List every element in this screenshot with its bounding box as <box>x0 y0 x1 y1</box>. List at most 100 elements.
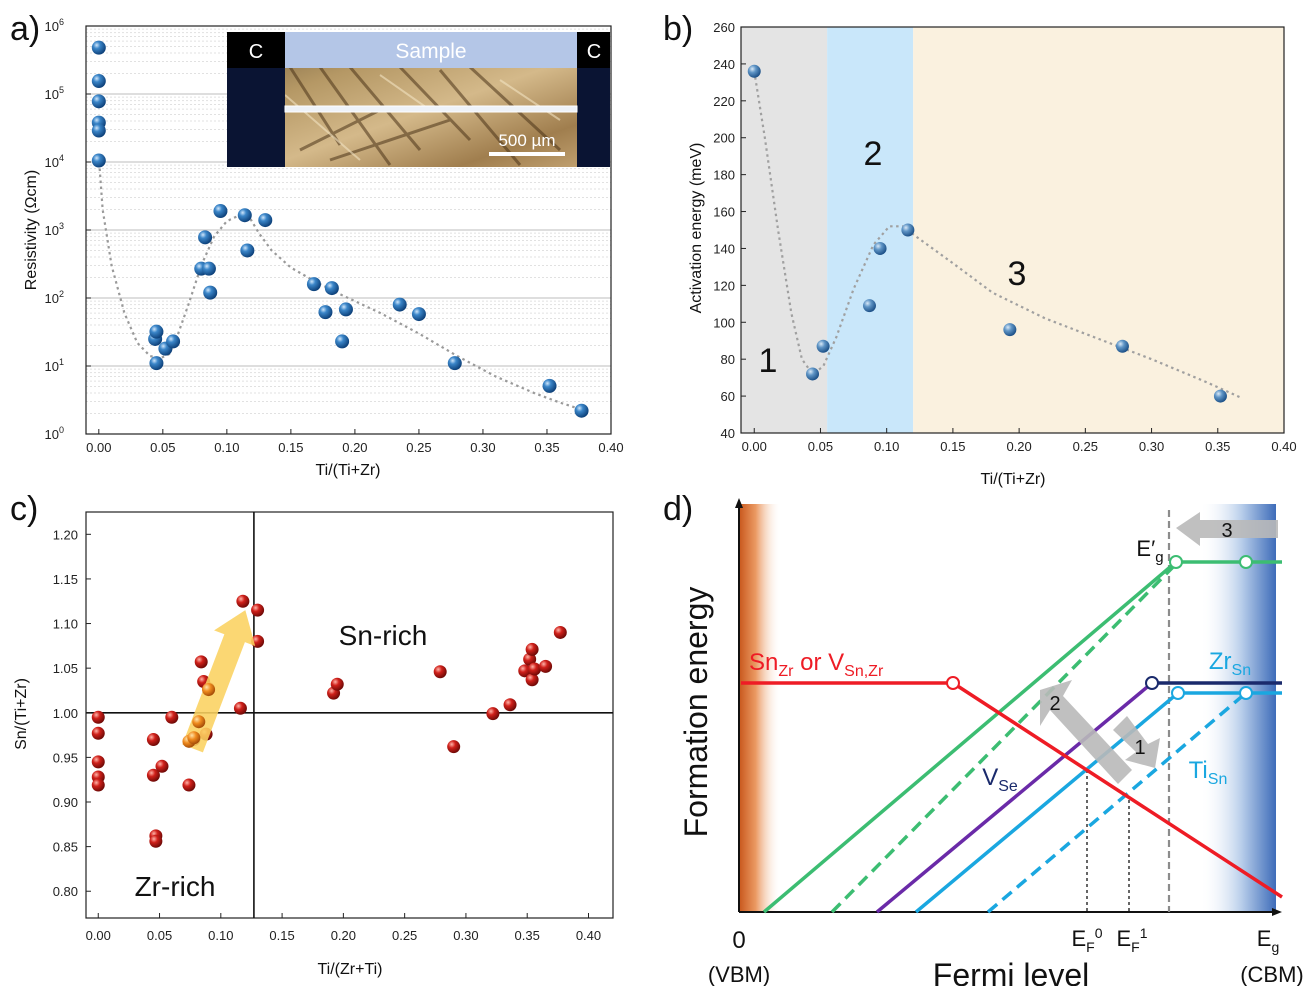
panel-d-arrow-2-shape <box>1040 680 1132 784</box>
panel-c-data-point <box>233 701 247 715</box>
panel-b-region-label-2: 2 <box>864 135 883 173</box>
panel-d-label-snzr: SnZr or VSn,Zr <box>749 649 884 680</box>
panel-d-y-axis-arrowhead <box>735 498 743 508</box>
panel-b-data-point <box>873 241 887 255</box>
panel-d-arrow-1-shape <box>1113 716 1160 768</box>
panel-a-x-tick-label: 0.00 <box>86 440 111 455</box>
panel-a-data-point <box>213 204 228 219</box>
panel-a-x-tick-label: 0.40 <box>598 440 623 455</box>
panel-b-activation-energy-chart: 0.00 0.05 0.10 0.15 0.20 0.25 0.30 0.35 0.40 40 60… <box>688 20 1297 488</box>
panel-d-transition-point-green-1 <box>1169 555 1183 569</box>
panel-c-data-point <box>182 778 196 792</box>
panel-c-x-tick-label: 0.15 <box>269 928 294 943</box>
panel-a-data-point <box>324 281 339 296</box>
panel-c-y-tick-label: 0.90 <box>53 795 78 810</box>
panel-b-x-tick-label: 0.00 <box>742 439 767 454</box>
inset-contact-right: C <box>587 41 601 63</box>
panel-c-data-point <box>251 603 265 617</box>
panel-b-x-tick-label: 0.05 <box>808 439 833 454</box>
panel-c-data-point <box>149 834 163 848</box>
panel-b-x-tick-label: 0.35 <box>1205 439 1230 454</box>
panel-c-data-point <box>146 768 160 782</box>
panel-a-data-point <box>392 297 407 312</box>
panel-d-label-zrsn: ZrSn <box>1209 648 1251 679</box>
panel-c-data-point <box>523 652 537 666</box>
panel-d-transition-point-navy <box>1145 676 1159 690</box>
panel-c-data-point <box>91 726 105 740</box>
panel-c-data-point <box>91 778 105 792</box>
panel-c-data-point <box>518 664 532 678</box>
panel-c-data-point <box>165 710 179 724</box>
panel-c-y-tick-label: 1.00 <box>53 706 78 721</box>
panel-b-data-point <box>806 367 820 381</box>
panel-c-x-tick-label: 0.20 <box>331 928 356 943</box>
panel-a-x-tick-label: 0.35 <box>534 440 559 455</box>
panel-c-y-tick-label: 1.05 <box>53 661 78 676</box>
panel-a-data-point <box>166 334 181 349</box>
panel-d-transition-point-green-2 <box>1239 555 1253 569</box>
panel-a-data-point <box>149 356 164 371</box>
panel-a-data-point <box>306 277 321 292</box>
panel-a-y-tick-label: 104 <box>45 153 64 170</box>
panel-d-label-tisn: TiSn <box>1189 757 1228 788</box>
panel-b-x-tick-label: 0.30 <box>1139 439 1164 454</box>
panel-c-sn-rich-label: Sn-rich <box>339 620 428 651</box>
panel-a-resistivity-chart: C C Sample 500 µm 0.00 0.05 0.10 0.15 0.20 0.… <box>23 17 624 479</box>
panel-label-d: d) <box>663 490 693 528</box>
panel-b-data-point <box>747 64 761 78</box>
panel-a-data-point <box>149 324 164 339</box>
panel-a-data-point <box>91 74 106 89</box>
panel-b-y-axis-label: Activation energy (meV) <box>688 143 705 314</box>
panel-c-zr-rich-label: Zr-rich <box>135 871 216 902</box>
panel-a-data-point <box>91 153 106 168</box>
panel-a-y-tick-label: 105 <box>45 85 64 102</box>
panel-c-y-tick-label: 0.80 <box>53 884 78 899</box>
panel-a-data-point <box>338 302 353 317</box>
panel-c-data-point <box>525 673 539 687</box>
panel-d-x-label-vbm: (VBM) <box>708 962 770 986</box>
panel-a-data-point <box>258 213 273 228</box>
panel-b-region-band <box>827 27 914 433</box>
panel-d-x-label-ef0: EF0 <box>1071 925 1102 955</box>
panel-c-x-tick-label: 0.35 <box>515 928 540 943</box>
panel-label-a: a) <box>10 10 40 48</box>
panel-d-x-label-zero: 0 <box>732 927 745 954</box>
panel-b-y-tick-label: 260 <box>713 20 735 35</box>
panel-b-regions <box>741 27 1284 433</box>
panel-c-data-point <box>330 677 344 691</box>
panel-b-data-point <box>1003 323 1017 337</box>
panel-a-y-tick-label: 100 <box>45 425 64 442</box>
panel-c-y-axis-label: Sn/(Ti+Zr) <box>13 678 30 750</box>
panel-b-y-tick-label: 180 <box>713 168 735 183</box>
panel-b-y-tick-label: 80 <box>721 352 735 367</box>
panel-c-highlight-point <box>202 683 216 697</box>
panel-c-data-point <box>553 625 567 639</box>
panel-a-data-point <box>237 208 252 223</box>
panel-b-data-point <box>862 299 876 313</box>
panel-d-arrow-label-3: 3 <box>1221 520 1232 542</box>
panel-c-highlight-point <box>187 731 201 745</box>
panel-d-formation-energy-diagram: 2 1 3 SnZr or VSn,Zr ZrSn TiSn VSe E′g 0… <box>678 498 1304 986</box>
panel-a-y-tick-label: 102 <box>45 289 64 306</box>
panel-b-y-tick-label: 160 <box>713 205 735 220</box>
panel-d-label-eg-prime: E′g <box>1136 536 1163 566</box>
panel-b-y-tick-label: 100 <box>713 315 735 330</box>
panel-c-data-point <box>503 698 517 712</box>
inset-scale-bar-label: 500 µm <box>498 131 555 150</box>
panel-a-data-point <box>91 94 106 109</box>
panel-a-data-point <box>318 305 333 320</box>
panel-d-x-label-ef1: EF1 <box>1116 925 1147 955</box>
panel-b-data-point <box>1213 389 1227 403</box>
panel-d-line-green-solid <box>762 560 1282 914</box>
panel-b-ticks: 0.00 0.05 0.10 0.15 0.20 0.25 0.30 0.35 0.40 40 60… <box>713 20 1296 454</box>
panel-a-data-point <box>91 123 106 138</box>
panel-a-data-point <box>198 230 213 245</box>
panel-c-x-tick-label: 0.05 <box>147 928 172 943</box>
panel-c-data-point <box>433 665 447 679</box>
panel-c-x-tick-label: 0.40 <box>576 928 601 943</box>
panel-d-vbm-shading <box>739 504 781 912</box>
panel-b-x-tick-label: 0.15 <box>940 439 965 454</box>
panel-c-x-tick-label: 0.30 <box>453 928 478 943</box>
panel-b-y-tick-label: 200 <box>713 131 735 146</box>
